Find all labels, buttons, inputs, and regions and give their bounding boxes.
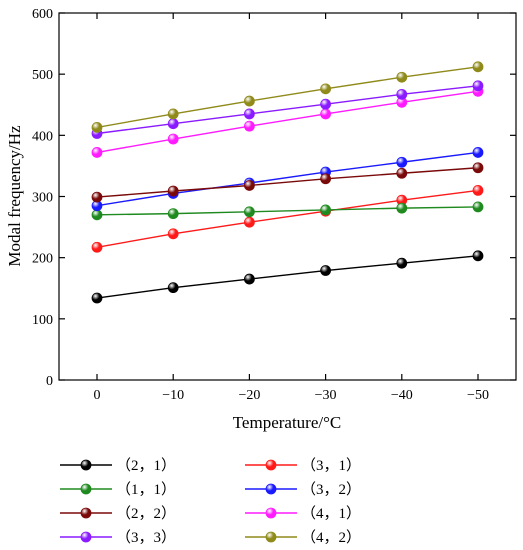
data-point	[320, 265, 332, 276]
y-tick-label: 300	[32, 191, 53, 206]
y-axis-title: Modal frequency/Hz	[5, 125, 24, 267]
series-points	[91, 61, 484, 304]
data-point	[91, 292, 103, 304]
y-tick-label: 600	[32, 7, 53, 22]
y-tick-label: 400	[32, 129, 53, 144]
x-tick-label: −10	[162, 388, 184, 403]
data-point	[396, 71, 408, 83]
data-point	[472, 162, 484, 174]
data-point	[243, 216, 255, 228]
legend-marker	[80, 531, 92, 543]
data-point	[91, 209, 103, 221]
legend-label: （3，3）	[116, 529, 176, 546]
y-tick-label: 500	[32, 68, 53, 83]
series-line	[96, 206, 479, 216]
legend-label: （3，1）	[301, 457, 361, 474]
data-point	[396, 88, 408, 100]
data-point	[167, 133, 179, 145]
y-tick-label: 0	[46, 374, 53, 389]
x-tick-label: −30	[315, 388, 337, 403]
series-line	[96, 85, 479, 135]
legend-marker	[265, 507, 277, 519]
data-point	[320, 173, 332, 185]
legend: （2，1） （3，1） （1，1） （3，2） （2，2） （4，1） （3，3） （4，2）	[60, 457, 361, 546]
series-line	[96, 66, 479, 129]
data-point	[91, 241, 103, 253]
data-point	[396, 167, 408, 179]
data-point	[396, 202, 408, 214]
data-point	[243, 95, 255, 107]
series-lines	[96, 66, 479, 299]
data-point	[91, 147, 103, 158]
data-point	[243, 120, 255, 132]
data-point	[396, 257, 408, 269]
data-point	[243, 180, 255, 191]
axis-ticks: 0 100 200 300 400 500 600 0 −10 −20 −30 −40 −50	[32, 7, 516, 403]
data-point	[320, 83, 332, 95]
series-line	[96, 167, 479, 198]
data-point	[472, 61, 484, 73]
series-line	[96, 189, 479, 248]
data-point	[167, 282, 179, 294]
data-point	[320, 204, 332, 216]
data-point	[243, 108, 255, 120]
legend-marker	[265, 483, 277, 495]
data-point	[167, 118, 179, 130]
data-point	[243, 273, 255, 285]
data-point	[472, 184, 484, 196]
y-tick-label: 100	[32, 313, 53, 328]
legend-label: （2，1）	[116, 457, 176, 474]
x-tick-label: −20	[238, 388, 260, 403]
data-point	[167, 108, 179, 120]
legend-label: （4，1）	[301, 505, 361, 522]
data-point	[91, 121, 103, 133]
data-point	[472, 147, 484, 158]
data-point	[91, 191, 103, 203]
data-point	[320, 108, 332, 120]
legend-marker	[265, 459, 277, 471]
x-tick-label: −40	[391, 388, 413, 403]
legend-marker	[80, 507, 92, 519]
data-point	[167, 228, 179, 240]
data-point	[396, 156, 408, 168]
data-point	[472, 201, 484, 213]
legend-label: （1，1）	[116, 481, 176, 498]
data-point	[472, 80, 484, 92]
legend-marker	[265, 531, 277, 543]
data-point	[320, 98, 332, 110]
y-tick-label: 200	[32, 252, 53, 267]
legend-label: （2，2）	[116, 505, 176, 522]
legend-marker	[80, 483, 92, 495]
data-point	[167, 185, 179, 197]
series-line	[96, 151, 479, 207]
legend-label: （3，2）	[301, 481, 361, 498]
data-point	[167, 208, 179, 220]
data-point	[472, 250, 484, 262]
legend-label: （4，2）	[301, 529, 361, 546]
series-line	[96, 90, 479, 154]
data-point	[243, 206, 255, 218]
plot-area-frame	[58, 12, 517, 381]
legend-marker	[80, 459, 92, 471]
x-tick-label: −50	[467, 388, 489, 403]
series-line	[96, 255, 479, 299]
x-axis-title: Temperature/°C	[233, 413, 342, 432]
x-tick-label: 0	[94, 388, 101, 403]
